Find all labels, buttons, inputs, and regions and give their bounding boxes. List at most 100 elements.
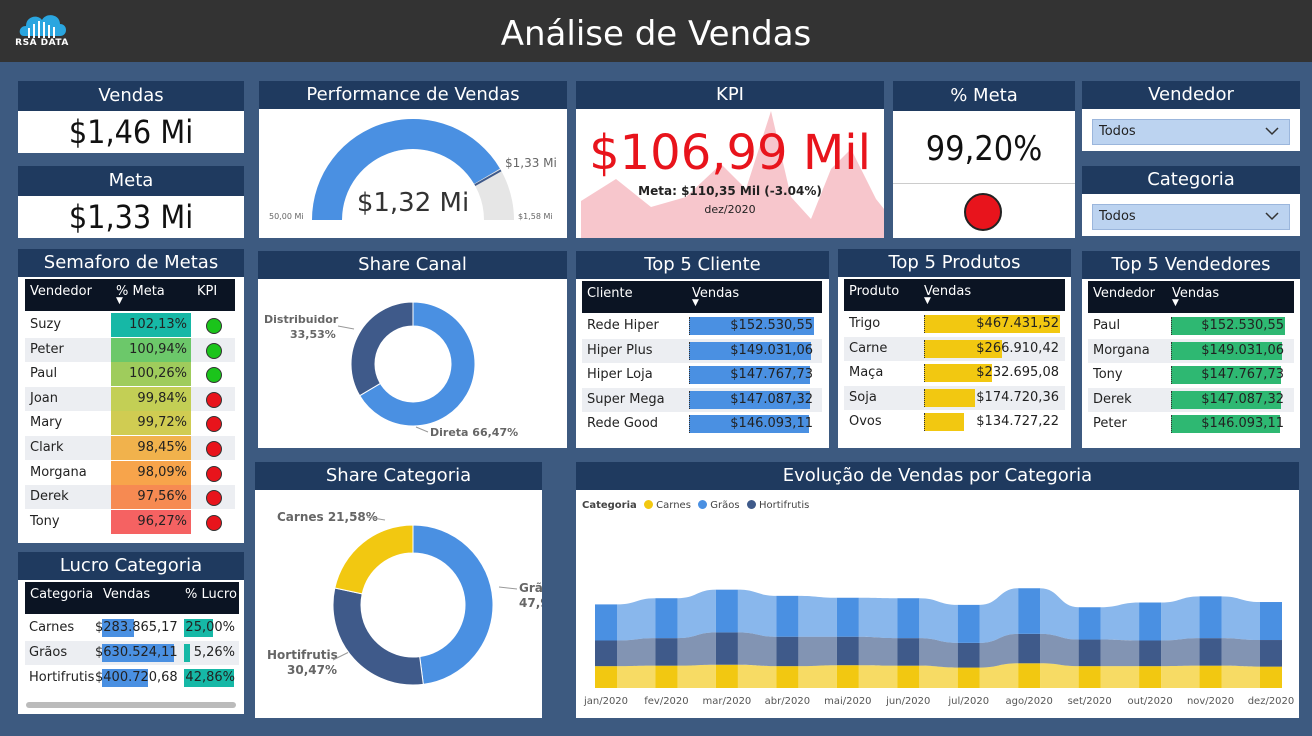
table-row[interactable]: Rede Hiper $152.530,55 xyxy=(582,314,822,338)
col-cliente[interactable]: Cliente xyxy=(587,286,633,301)
table-row[interactable]: Suzy 102,13% xyxy=(25,313,235,337)
col-vendas[interactable]: Vendas xyxy=(924,284,972,299)
column-grãos[interactable] xyxy=(595,604,617,641)
column-carnes[interactable] xyxy=(836,665,859,688)
table-row[interactable]: Hiper Loja $147.767,73 xyxy=(582,363,822,388)
item-name: Hiper Loja xyxy=(587,367,653,383)
table-row[interactable]: Soja $174.720,36 xyxy=(844,385,1065,410)
meta-card: Meta $1,33 Mi xyxy=(18,166,244,238)
col-produto[interactable]: Produto xyxy=(849,284,900,299)
table-row[interactable]: Grãos $630.524,11 5,26% xyxy=(25,641,239,665)
column-hortifrutis[interactable] xyxy=(776,636,799,667)
column-grãos[interactable] xyxy=(897,598,920,639)
col-kpi[interactable]: KPI xyxy=(197,284,218,299)
column-hortifrutis[interactable] xyxy=(1078,639,1101,667)
col-vendedor[interactable]: Vendedor xyxy=(1093,286,1155,301)
column-grãos[interactable] xyxy=(1018,588,1041,634)
legend-graos[interactable]: Grãos xyxy=(710,500,740,511)
column-hortifrutis[interactable] xyxy=(1260,640,1282,667)
col-vendas[interactable]: Vendas xyxy=(103,587,151,602)
meta-label: Meta xyxy=(18,166,244,196)
vendedor-dropdown[interactable]: Todos xyxy=(1092,119,1290,145)
column-carnes[interactable] xyxy=(1018,663,1041,688)
column-carnes[interactable] xyxy=(655,665,678,688)
column-hortifrutis[interactable] xyxy=(897,638,920,666)
table-row[interactable]: Mary 99,72% xyxy=(25,411,235,436)
table-row[interactable]: Paul $152.530,55 xyxy=(1088,314,1294,338)
column-hortifrutis[interactable] xyxy=(1139,640,1162,667)
lucro-bar xyxy=(184,619,213,637)
table-row[interactable]: Joan 99,84% xyxy=(25,386,235,411)
table-row[interactable]: Carne $266.910,42 xyxy=(844,336,1065,361)
table-row[interactable]: Tony $147.767,73 xyxy=(1088,363,1294,388)
ribbon-hortifrutis xyxy=(1040,633,1079,667)
column-carnes[interactable] xyxy=(776,666,799,688)
column-carnes[interactable] xyxy=(715,664,738,688)
column-grãos[interactable] xyxy=(1260,602,1282,641)
col-pct-lucro[interactable]: % Lucro xyxy=(185,587,237,602)
column-grãos[interactable] xyxy=(776,595,799,637)
column-grãos[interactable] xyxy=(715,589,738,633)
column-hortifrutis[interactable] xyxy=(836,636,859,666)
column-carnes[interactable] xyxy=(1260,666,1282,688)
vendas-value: $283.865,17 xyxy=(95,620,178,635)
table-row[interactable]: Morgana $149.031,06 xyxy=(1088,338,1294,363)
table-row[interactable]: Paul 100,26% xyxy=(25,362,235,387)
col-vendas[interactable]: Vendas xyxy=(1172,286,1220,301)
table-row[interactable]: Derek $147.087,32 xyxy=(1088,387,1294,412)
table-row[interactable]: Trigo $467.431,52 xyxy=(844,312,1065,336)
column-hortifrutis[interactable] xyxy=(655,638,678,666)
table-row[interactable]: Tony 96,27% xyxy=(25,509,235,534)
ribbon-hortifrutis xyxy=(1100,639,1140,667)
slice-direta[interactable] xyxy=(359,301,476,427)
slice-gros[interactable] xyxy=(412,524,494,685)
column-carnes[interactable] xyxy=(1139,666,1162,688)
column-grãos[interactable] xyxy=(655,598,678,639)
table-row[interactable]: Hiper Plus $149.031,06 xyxy=(582,338,822,363)
x-tick-label: fev/2020 xyxy=(644,696,688,707)
column-hortifrutis[interactable] xyxy=(957,642,980,668)
column-hortifrutis[interactable] xyxy=(715,632,738,665)
column-hortifrutis[interactable] xyxy=(1018,633,1041,664)
table-row[interactable]: Clark 98,45% xyxy=(25,436,235,460)
col-vendedor[interactable]: Vendedor xyxy=(30,284,92,299)
col-vendas[interactable]: Vendas xyxy=(692,286,740,301)
table-row[interactable]: Ovos $134.727,22 xyxy=(844,410,1065,435)
column-grãos[interactable] xyxy=(957,604,980,643)
table-row[interactable]: Carnes $283.865,17 25,00% xyxy=(25,616,239,640)
table-row[interactable]: Derek 97,56% xyxy=(25,485,235,510)
horizontal-scrollbar[interactable] xyxy=(26,702,236,708)
column-carnes[interactable] xyxy=(897,665,920,688)
column-grãos[interactable] xyxy=(1139,602,1162,641)
column-carnes[interactable] xyxy=(1199,665,1222,688)
table-row[interactable]: Morgana 98,09% xyxy=(25,460,235,485)
col-categoria[interactable]: Categoria xyxy=(30,587,94,602)
col-pct-meta[interactable]: % Meta xyxy=(116,284,165,299)
slice-hortifrutis[interactable] xyxy=(332,587,424,686)
table-row[interactable]: Peter 100,94% xyxy=(25,337,235,362)
table-row[interactable]: Super Mega $147.087,32 xyxy=(582,387,822,412)
legend-hortifrutis[interactable]: Hortifrutis xyxy=(759,500,810,511)
slice-carnes[interactable] xyxy=(334,524,414,595)
column-carnes[interactable] xyxy=(1078,666,1101,688)
lucro-card: Lucro Categoria Categoria Vendas % Lucro… xyxy=(18,552,244,714)
table-row[interactable]: Peter $146.093,11 xyxy=(1088,412,1294,437)
kpi-trend-area xyxy=(581,111,884,238)
column-hortifrutis[interactable] xyxy=(1199,638,1222,666)
categoria-dropdown[interactable]: Todos xyxy=(1092,204,1290,230)
table-row[interactable]: Maça $232.695,08 xyxy=(844,361,1065,386)
column-grãos[interactable] xyxy=(1078,607,1101,640)
column-hortifrutis[interactable] xyxy=(595,640,617,667)
ribbon-carnes xyxy=(1100,666,1140,688)
table-row[interactable]: Hortifrutis $400.720,68 42,86% xyxy=(25,666,239,690)
legend-carnes[interactable]: Carnes xyxy=(656,500,691,511)
value-bar xyxy=(1171,341,1282,360)
column-grãos[interactable] xyxy=(1199,596,1222,639)
status-indicator xyxy=(964,193,1002,231)
column-grãos[interactable] xyxy=(836,597,859,637)
ribbon-carnes xyxy=(1221,665,1260,688)
column-carnes[interactable] xyxy=(595,666,617,688)
table-row[interactable]: Rede Good $146.093,11 xyxy=(582,412,822,437)
column-carnes[interactable] xyxy=(957,667,980,688)
slice-distribuidor[interactable] xyxy=(350,301,414,397)
